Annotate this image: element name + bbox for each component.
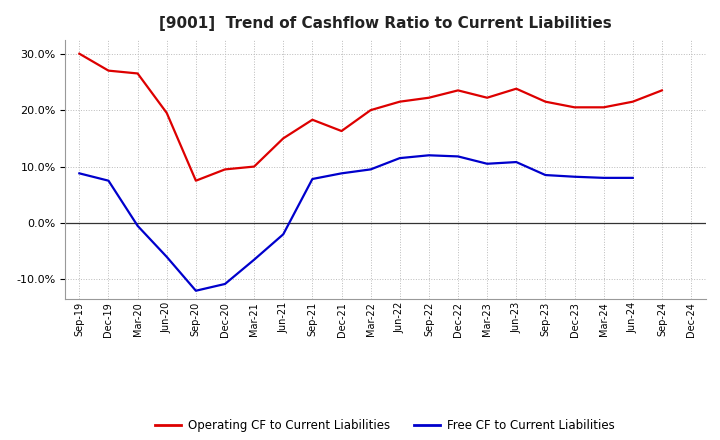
Legend: Operating CF to Current Liabilities, Free CF to Current Liabilities: Operating CF to Current Liabilities, Fre…	[150, 414, 620, 436]
Title: [9001]  Trend of Cashflow Ratio to Current Liabilities: [9001] Trend of Cashflow Ratio to Curren…	[159, 16, 611, 32]
